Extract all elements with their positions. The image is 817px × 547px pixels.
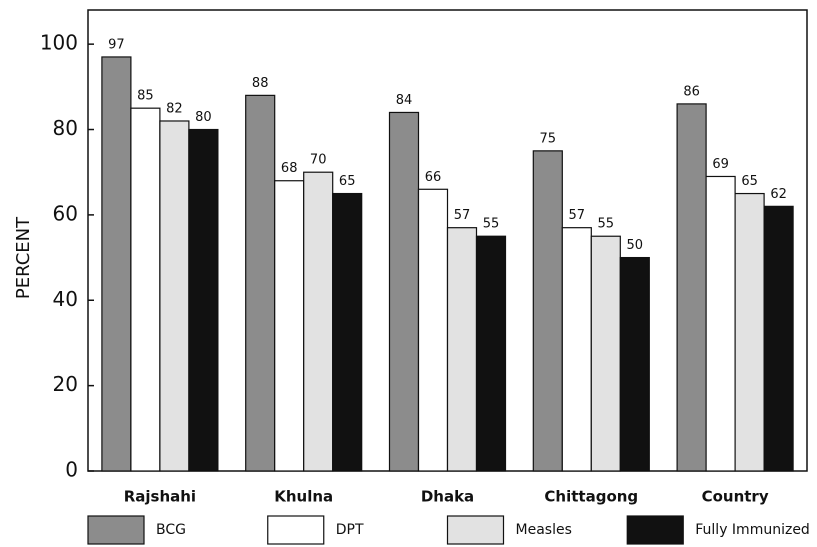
bar <box>159 120 190 472</box>
value-label: 66 <box>425 170 442 185</box>
legend-label: Fully Immunized <box>695 522 810 538</box>
y-axis-label: PERCENT <box>13 216 34 299</box>
bar <box>188 128 219 472</box>
bar <box>763 205 794 472</box>
value-label: 65 <box>741 174 758 189</box>
y-tick-label: 100 <box>40 31 78 55</box>
value-label: 84 <box>396 93 413 108</box>
y-tick-label: 0 <box>65 458 78 482</box>
value-label: 86 <box>683 84 700 99</box>
bar <box>303 171 334 472</box>
bar <box>676 103 707 472</box>
bar <box>561 227 592 472</box>
value-label: 55 <box>483 217 500 232</box>
legend-swatch <box>267 515 325 545</box>
bar <box>388 111 420 472</box>
x-tick-label: Dhaka <box>421 488 474 506</box>
legend-label: BCG <box>156 522 186 538</box>
value-label: 75 <box>540 131 557 146</box>
y-tick-label: 40 <box>53 287 78 311</box>
y-tick-label: 20 <box>53 372 78 396</box>
bar <box>417 188 449 472</box>
x-tick-label: Country <box>702 488 769 506</box>
bar <box>274 180 305 472</box>
value-label: 69 <box>712 157 729 172</box>
value-label: 85 <box>137 89 154 104</box>
bar <box>734 192 765 472</box>
bar <box>532 150 563 472</box>
legend-swatch <box>626 515 684 545</box>
value-label: 55 <box>598 217 615 232</box>
value-label: 57 <box>454 208 471 223</box>
bar <box>619 256 650 472</box>
value-label: 62 <box>770 187 787 202</box>
bar <box>245 94 276 472</box>
bar <box>332 192 363 472</box>
bar <box>101 56 132 472</box>
x-tick-label: Chittagong <box>544 488 638 506</box>
legend-swatch <box>87 515 145 545</box>
y-tick-label: 60 <box>53 201 78 225</box>
value-label: 80 <box>195 110 212 125</box>
y-tick-label: 80 <box>53 116 78 140</box>
legend-label: Measles <box>516 522 572 538</box>
bar <box>446 227 478 472</box>
value-label: 82 <box>166 101 183 116</box>
value-label: 70 <box>310 153 327 168</box>
bar <box>130 107 161 472</box>
value-label: 57 <box>569 208 586 223</box>
x-tick-label: Rajshahi <box>124 488 196 506</box>
value-label: 50 <box>627 238 644 253</box>
bar <box>705 175 736 472</box>
bar <box>590 235 621 472</box>
bar <box>475 235 507 472</box>
value-label: 97 <box>108 37 125 52</box>
value-label: 88 <box>252 76 269 91</box>
value-label: 68 <box>281 161 298 176</box>
legend-label: DPT <box>336 522 364 538</box>
x-tick-label: Khulna <box>274 488 333 506</box>
legend-swatch <box>446 515 505 545</box>
value-label: 65 <box>339 174 356 189</box>
